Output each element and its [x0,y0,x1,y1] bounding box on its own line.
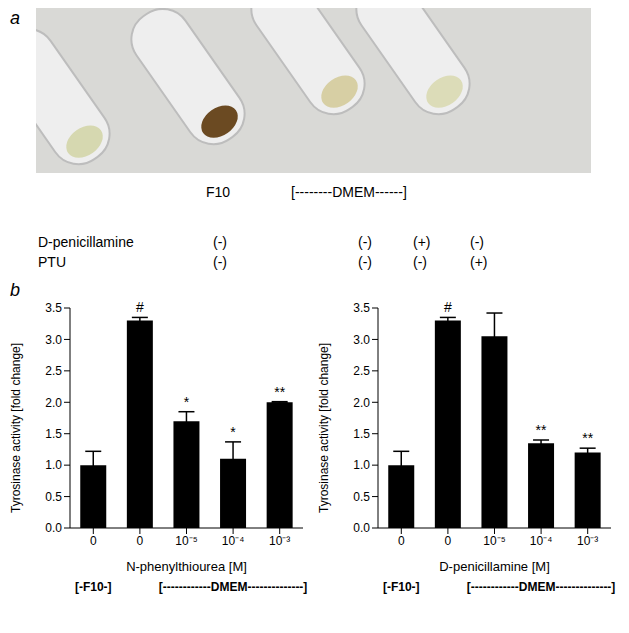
svg-text:3.5: 3.5 [353,301,370,315]
html-text:[-F10-]: [-F10-] [383,580,420,594]
svg-text:#: # [136,299,144,315]
svg-text:0.0: 0.0 [45,521,62,535]
html-text:[-F10-]: [-F10-] [75,580,112,594]
html-text:D-penicillamine: D-penicillamine [38,234,134,250]
html-text:[--------DMEM------]: [--------DMEM------] [291,184,407,200]
svg-text:Tyrosinase activity [fold chan: Tyrosinase activity [fold change] [9,343,23,513]
svg-text:3.0: 3.0 [45,333,62,347]
svg-text:0: 0 [90,534,97,548]
svg-text:10⁻⁴: 10⁻⁴ [222,534,245,548]
svg-text:3.0: 3.0 [353,333,370,347]
svg-text:0.5: 0.5 [353,490,370,504]
svg-text:**: ** [582,430,593,446]
svg-text:0: 0 [445,534,452,548]
svg-text:10⁻³: 10⁻³ [577,534,598,548]
svg-text:10⁻⁴: 10⁻⁴ [530,534,553,548]
svg-text:2.5: 2.5 [353,364,370,378]
svg-text:2.0: 2.0 [353,396,370,410]
svg-text:Tyrosinase activity [fold chan: Tyrosinase activity [fold change] [317,343,331,513]
svg-text:**: ** [536,422,547,438]
svg-text:2.0: 2.0 [45,396,62,410]
svg-text:10⁻⁵: 10⁻⁵ [175,534,197,548]
svg-text:N-phenylthiourea [M]: N-phenylthiourea [M] [126,559,247,574]
svg-text:#: # [444,299,452,315]
svg-text:1.5: 1.5 [45,427,62,441]
html-text:PTU: PTU [38,254,66,270]
html-text:F10: F10 [206,184,231,200]
svg-text:0: 0 [137,534,144,548]
svg-text:*: * [184,394,190,410]
html-text:a: a [10,8,20,28]
svg-text:0: 0 [398,534,405,548]
html-text:[------------DMEM-------------: [------------DMEM--------------] [466,580,616,594]
svg-text:D-penicillamine [M]: D-penicillamine [M] [439,559,550,574]
svg-text:*: * [230,424,236,440]
svg-text:10⁻³: 10⁻³ [269,534,290,548]
html-text:[------------DMEM-------------: [------------DMEM--------------] [158,580,308,594]
svg-text:3.5: 3.5 [45,301,62,315]
svg-text:1.0: 1.0 [353,458,370,472]
html-text:b: b [10,280,20,300]
svg-text:0.0: 0.0 [353,521,370,535]
svg-text:**: ** [274,384,285,400]
svg-text:2.5: 2.5 [45,364,62,378]
svg-text:1.5: 1.5 [353,427,370,441]
svg-text:0.5: 0.5 [45,490,62,504]
svg-text:1.0: 1.0 [45,458,62,472]
svg-text:10⁻⁵: 10⁻⁵ [483,534,505,548]
